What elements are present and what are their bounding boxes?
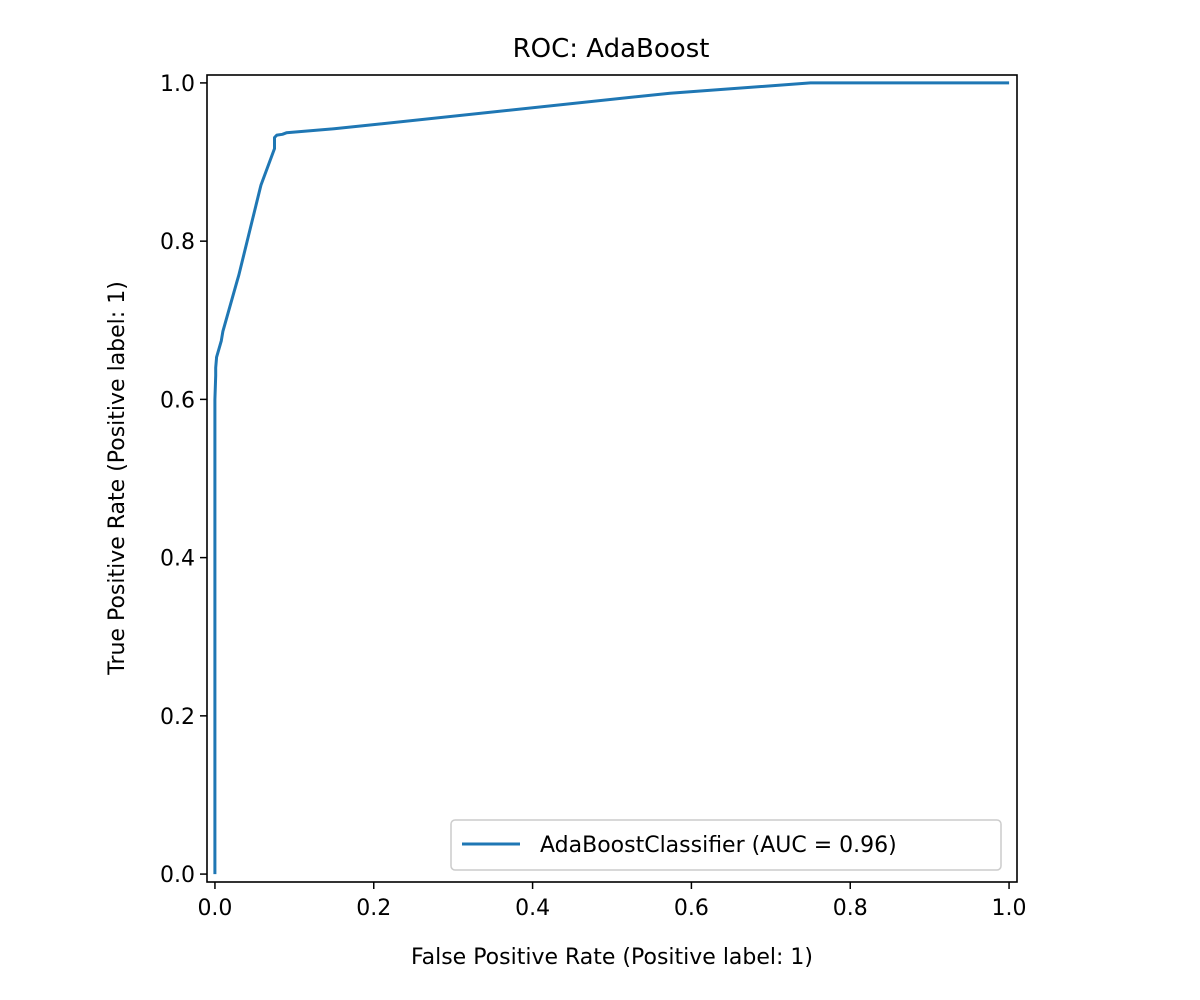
x-tick-label: 1.0: [992, 896, 1027, 921]
x-tick-label: 0.2: [356, 896, 391, 921]
legend: AdaBoostClassifier (AUC = 0.96): [450, 819, 1002, 871]
x-axis-label: False Positive Rate (Positive label: 1): [411, 945, 813, 970]
y-tick-label: 1.0: [160, 72, 195, 97]
roc-curve-series-0: [213, 81, 1010, 875]
x-tick-label: 0.4: [515, 896, 550, 921]
x-tick-label: 0.0: [197, 896, 232, 921]
plot-frame: [206, 74, 1018, 883]
y-tick-label: 0.0: [160, 863, 195, 888]
y-tick-label: 0.8: [160, 230, 195, 255]
y-tick-label: 0.2: [160, 705, 195, 730]
y-axis-label: True Positive Rate (Positive label: 1): [105, 281, 130, 676]
legend-box: [450, 819, 1002, 871]
legend-entry-label: AdaBoostClassifier (AUC = 0.96): [540, 833, 897, 858]
y-tick-label: 0.4: [160, 547, 195, 572]
x-tick-label: 0.6: [674, 896, 709, 921]
chart-title: ROC: AdaBoost: [513, 34, 710, 64]
x-tick-label: 0.8: [833, 896, 868, 921]
y-tick-label: 0.6: [160, 388, 195, 413]
